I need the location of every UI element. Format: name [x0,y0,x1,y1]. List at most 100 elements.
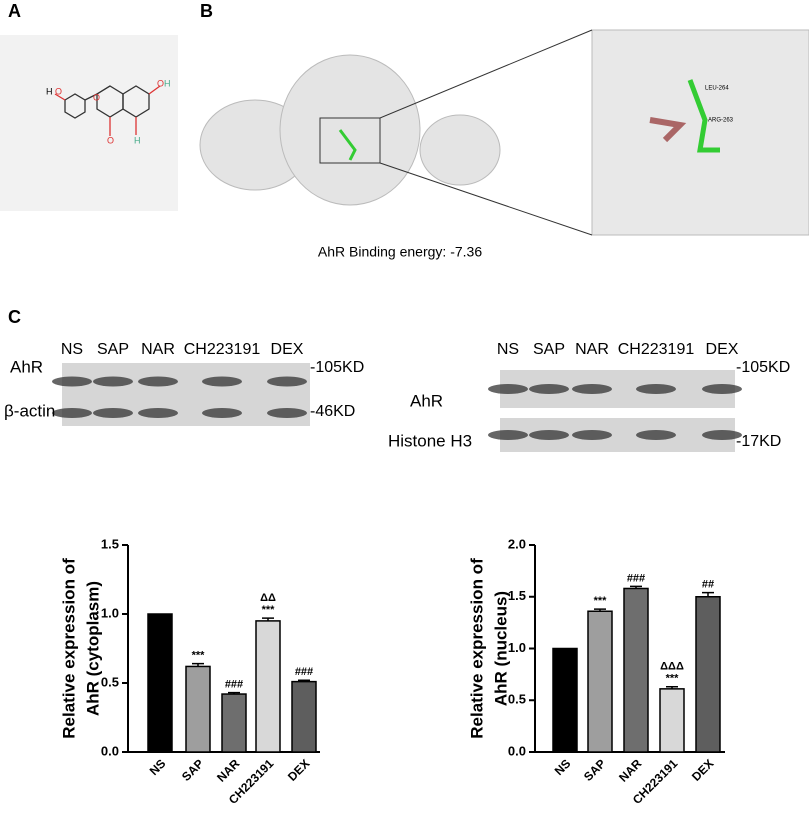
error-bar [666,686,678,689]
blot-band [267,408,307,418]
bar [291,680,317,753]
lane-label: DEX [706,341,739,358]
y-axis-label: Relative expression of [59,558,78,739]
blot-band [138,408,178,418]
blot-band [636,430,676,440]
y-tick-label: 1.5 [101,536,119,551]
y-axis-label: AhR (cytoplasm) [83,581,102,716]
error-bar [298,679,310,682]
zoom-box [319,117,381,164]
bar [255,620,281,753]
zoom-line [379,162,593,236]
residue-label: ARG-263 [708,118,734,124]
blot-band [702,384,742,394]
lane-label: DEX [271,341,304,358]
row-label: β-actin [4,401,55,420]
x-tick-label: NAR [616,756,645,785]
binding-energy: AhR Binding energy: -7.36 [318,244,482,260]
size-label: -105KD [310,359,364,376]
significance: ΔΔ [260,592,276,604]
lane-label: NAR [575,341,609,358]
atom: O [107,135,114,145]
x-tick-label: SAP [581,756,608,783]
lane-label: NS [497,341,519,358]
blot-band [267,376,307,387]
residue-label: LEU-264 [705,86,729,92]
lane-label: SAP [533,341,565,358]
atom: O [93,92,100,102]
error-bar [192,662,204,667]
blot-band [52,408,92,418]
y-axis-label: Relative expression of [467,558,486,739]
y-tick-label: 0.0 [101,743,119,758]
error-bar [630,585,642,589]
blot-band [138,376,178,387]
lane-label: NAR [141,341,175,358]
bar [221,693,247,753]
bar [623,587,649,753]
blot-band [529,384,569,394]
error-bar [262,617,274,621]
y-tick-label: 0.0 [508,743,526,758]
lane-label: CH223191 [184,341,261,358]
atom: H [164,78,171,88]
significance: ΔΔΔ [660,661,684,673]
lane-label: CH223191 [618,341,695,358]
significance: *** [262,604,276,616]
atom: O [55,86,62,96]
significance: ### [225,679,243,691]
row-label: Histone H3 [388,431,472,450]
bar [587,610,613,753]
y-tick-label: 0.5 [101,674,119,689]
lane-label: NS [61,341,83,358]
y-axis-label: AhR (nucleus) [491,591,510,706]
x-tick-label: DEX [689,756,716,783]
x-tick-label: NS [147,756,169,778]
x-tick-label: SAP [179,756,206,783]
significance: *** [666,673,680,685]
blot-band [202,376,242,387]
blot-band [488,384,528,394]
y-tick-label: 1.0 [101,605,119,620]
blot-band [93,376,133,387]
bar [185,665,211,753]
error-bar [228,691,240,695]
blot-band [636,384,676,394]
bar [695,596,721,753]
error-bar [702,591,714,597]
y-tick-label: 2.0 [508,536,526,551]
size-label: -105KD [736,359,790,376]
bar [147,613,173,753]
significance: *** [192,650,206,662]
blot-band [572,430,612,440]
blot-band [52,376,92,387]
atom: H [134,135,141,145]
y-tick-label: 1.5 [508,588,526,603]
panel-label: B [200,1,213,21]
molecule-box [0,35,178,211]
molecule [54,85,161,136]
bar [552,647,578,753]
x-tick-label: NAR [214,756,243,785]
panel-label: A [8,1,21,21]
y-tick-label: 0.5 [508,692,526,707]
y-tick-label: 1.0 [508,640,526,655]
error-bar [594,608,606,612]
significance: ### [295,666,313,678]
size-label: -46KD [310,403,355,420]
blot-band [572,384,612,394]
panel-label: C [8,307,21,327]
protein-structure [199,29,809,236]
significance: *** [594,595,608,607]
x-tick-label: DEX [285,756,312,783]
blot-band [529,430,569,440]
zoom-line [379,29,593,119]
x-tick-label: NS [552,756,574,778]
row-label: AhR [10,357,43,376]
blot-band [488,430,528,440]
significance: ### [627,572,645,584]
blot-band [702,430,742,440]
atom: O [157,78,164,88]
blot-band [93,408,133,418]
